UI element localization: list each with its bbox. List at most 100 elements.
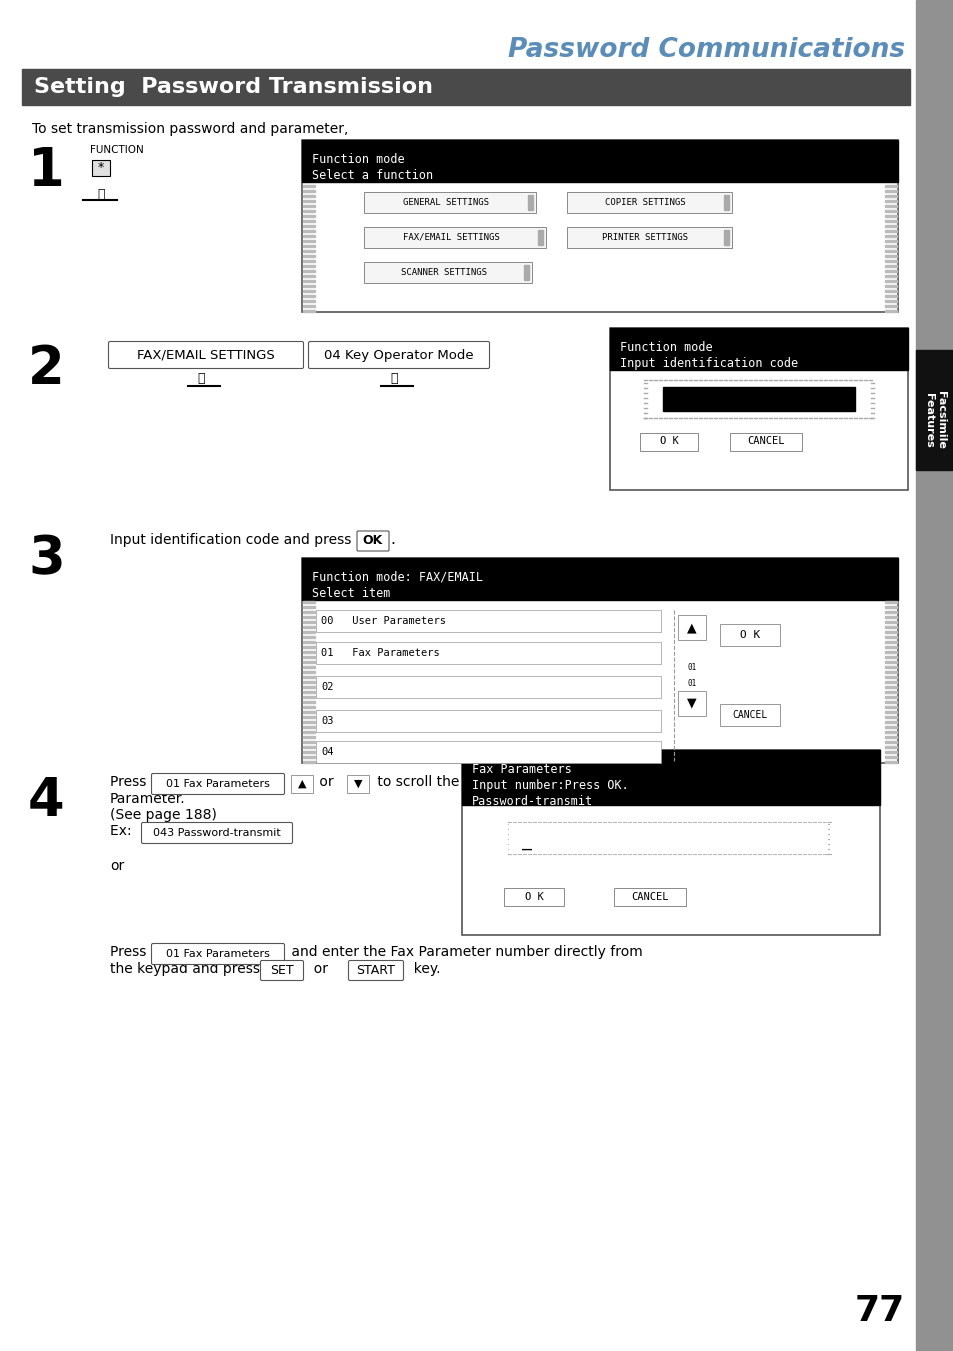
Bar — [614, 888, 685, 907]
Bar — [609, 328, 907, 370]
Bar — [884, 300, 896, 303]
Text: Function mode: Function mode — [312, 153, 404, 166]
Bar — [884, 607, 896, 608]
Bar — [884, 309, 896, 312]
Bar — [884, 305, 896, 307]
Bar — [884, 636, 896, 638]
Bar — [303, 270, 314, 272]
Text: 01   Fax Parameters: 01 Fax Parameters — [320, 648, 439, 658]
Bar — [884, 736, 896, 738]
Bar — [364, 227, 545, 249]
Text: 1: 1 — [28, 145, 65, 197]
Bar — [884, 751, 896, 753]
Text: 77: 77 — [854, 1294, 904, 1328]
Bar — [303, 305, 314, 307]
FancyBboxPatch shape — [109, 342, 303, 369]
Text: the keypad and press: the keypad and press — [110, 962, 264, 975]
Bar — [302, 558, 897, 763]
Bar — [884, 740, 896, 743]
Bar — [884, 601, 896, 603]
Bar — [884, 631, 896, 634]
Text: Press: Press — [110, 944, 151, 959]
Bar — [884, 290, 896, 292]
Bar — [884, 270, 896, 272]
Text: GENERAL SETTINGS: GENERAL SETTINGS — [402, 199, 489, 207]
Bar — [884, 611, 896, 613]
Bar — [303, 711, 314, 713]
Text: *: * — [98, 162, 104, 174]
Text: ✋: ✋ — [390, 372, 397, 385]
Bar — [303, 681, 314, 684]
Bar — [884, 240, 896, 242]
Bar — [303, 205, 314, 207]
Bar — [315, 711, 660, 732]
Text: Setting  Password Transmission: Setting Password Transmission — [34, 77, 433, 97]
Bar — [303, 185, 314, 186]
Bar — [884, 761, 896, 763]
FancyBboxPatch shape — [260, 961, 303, 981]
Bar — [884, 616, 896, 617]
Bar — [302, 558, 897, 600]
Bar — [461, 750, 879, 935]
Bar — [303, 631, 314, 634]
Bar — [566, 192, 731, 213]
Text: ▲: ▲ — [297, 780, 306, 789]
Bar — [303, 666, 314, 667]
Bar — [884, 230, 896, 232]
FancyBboxPatch shape — [141, 823, 293, 843]
Bar — [303, 295, 314, 297]
Bar — [884, 215, 896, 218]
Bar — [303, 731, 314, 734]
Bar — [303, 245, 314, 247]
Bar — [315, 611, 660, 632]
Bar — [884, 676, 896, 678]
Bar — [303, 701, 314, 703]
Bar — [884, 686, 896, 688]
Text: Password Communications: Password Communications — [507, 36, 904, 63]
Bar — [303, 751, 314, 753]
Text: COPIER SETTINGS: COPIER SETTINGS — [604, 199, 685, 207]
Bar — [303, 280, 314, 282]
Bar — [537, 230, 542, 245]
Text: 2: 2 — [28, 343, 65, 394]
Bar — [884, 255, 896, 257]
Text: Password-transmit: Password-transmit — [472, 794, 593, 808]
FancyBboxPatch shape — [152, 774, 284, 794]
Bar — [303, 276, 314, 277]
Text: 04 Key Operator Mode: 04 Key Operator Mode — [324, 349, 474, 362]
Text: O K: O K — [524, 892, 543, 902]
Bar — [639, 434, 698, 451]
Bar — [303, 200, 314, 203]
Bar — [315, 642, 660, 663]
Text: and enter the Fax Parameter number directly from: and enter the Fax Parameter number direc… — [287, 944, 642, 959]
Text: To set transmission password and parameter,: To set transmission password and paramet… — [32, 122, 348, 136]
Bar — [303, 740, 314, 743]
Bar — [303, 651, 314, 653]
Bar — [303, 707, 314, 708]
Bar — [303, 696, 314, 698]
Bar — [303, 636, 314, 638]
Bar — [364, 192, 536, 213]
FancyBboxPatch shape — [356, 531, 389, 551]
Text: O K: O K — [740, 630, 760, 640]
Text: _: _ — [521, 832, 532, 850]
Bar — [303, 209, 314, 212]
Text: 4: 4 — [28, 775, 65, 827]
Text: Fax Parameters: Fax Parameters — [472, 763, 571, 775]
Bar — [884, 276, 896, 277]
Bar — [303, 255, 314, 257]
Bar — [884, 259, 896, 262]
Bar — [884, 671, 896, 673]
Bar — [884, 250, 896, 253]
Text: CANCEL: CANCEL — [631, 892, 668, 902]
Bar — [303, 285, 314, 286]
Text: key.: key. — [405, 962, 440, 975]
Text: Select a function: Select a function — [312, 169, 433, 182]
Bar — [729, 434, 801, 451]
Bar — [303, 640, 314, 643]
Bar — [884, 690, 896, 693]
Bar — [364, 262, 532, 282]
Text: OK: OK — [362, 535, 383, 547]
Bar — [303, 657, 314, 658]
Bar — [884, 725, 896, 728]
